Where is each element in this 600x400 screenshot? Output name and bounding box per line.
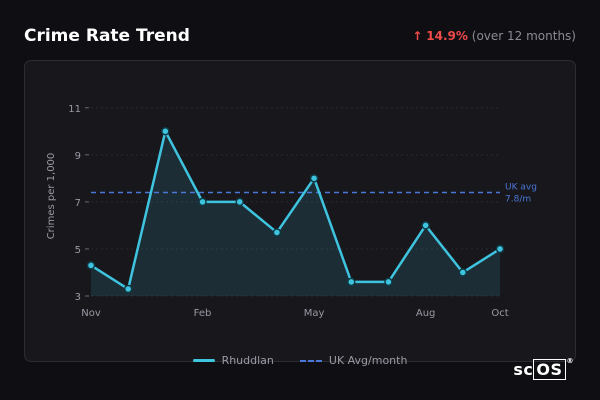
data-point-jun[interactable]	[347, 277, 356, 287]
reference-label-line1: UK avg	[505, 182, 537, 192]
data-point-dec[interactable]	[123, 284, 133, 294]
x-tick-label-feb: Feb	[194, 308, 212, 319]
legend-swatch-reference	[299, 359, 322, 362]
data-point-apr[interactable]	[272, 228, 282, 237]
y-tick-label-2: 7	[75, 198, 81, 209]
logo-boxed-text: OS	[533, 359, 566, 380]
data-point-feb[interactable]	[198, 197, 207, 207]
y-axis-label: Crimes per 1,000	[46, 153, 57, 240]
data-point-jul[interactable]	[384, 277, 393, 287]
data-point-oct[interactable]	[495, 244, 505, 254]
logo-text: sc	[513, 360, 534, 379]
legend-item-series[interactable]: Rhuddlan	[192, 354, 274, 367]
data-point-sep[interactable]	[458, 268, 468, 277]
change-period: (over 12 months)	[471, 29, 576, 43]
trend-up-icon: ↑	[412, 29, 423, 43]
series-line	[90, 130, 501, 291]
registered-mark: ®	[566, 356, 574, 365]
legend-label-reference: UK Avg/month	[328, 354, 408, 367]
data-point-may[interactable]	[309, 174, 319, 183]
legend-swatch-series	[192, 359, 215, 362]
series-area	[91, 131, 500, 296]
y-tick-label-3: 9	[75, 151, 81, 162]
x-tick-label-aug: Aug	[416, 308, 436, 319]
data-point-nov[interactable]	[86, 261, 96, 270]
chart-legend: Rhuddlan UK Avg/month	[0, 354, 600, 367]
y-tick-label-0: 3	[75, 292, 81, 303]
data-point-aug[interactable]	[421, 221, 430, 230]
brand-logo: sc OS ®	[513, 356, 574, 380]
x-tick-label-oct: Oct	[491, 308, 508, 319]
x-tick-label-may: May	[304, 308, 325, 319]
data-point-mar[interactable]	[235, 197, 244, 207]
change-indicator: ↑ 14.9% (over 12 months)	[412, 29, 576, 43]
y-tick-label-1: 5	[75, 245, 81, 256]
change-percent: 14.9%	[426, 29, 468, 43]
legend-item-reference[interactable]: UK Avg/month	[299, 354, 408, 367]
y-tick-label-4: 11	[68, 104, 81, 115]
reference-label-line2: 7.8/m	[505, 194, 531, 204]
data-point-jan[interactable]	[161, 127, 170, 136]
x-tick-label-nov: Nov	[81, 308, 101, 319]
legend-label-series: Rhuddlan	[221, 354, 274, 367]
chart-panel	[24, 60, 576, 362]
chart-title: Crime Rate Trend	[24, 26, 190, 46]
